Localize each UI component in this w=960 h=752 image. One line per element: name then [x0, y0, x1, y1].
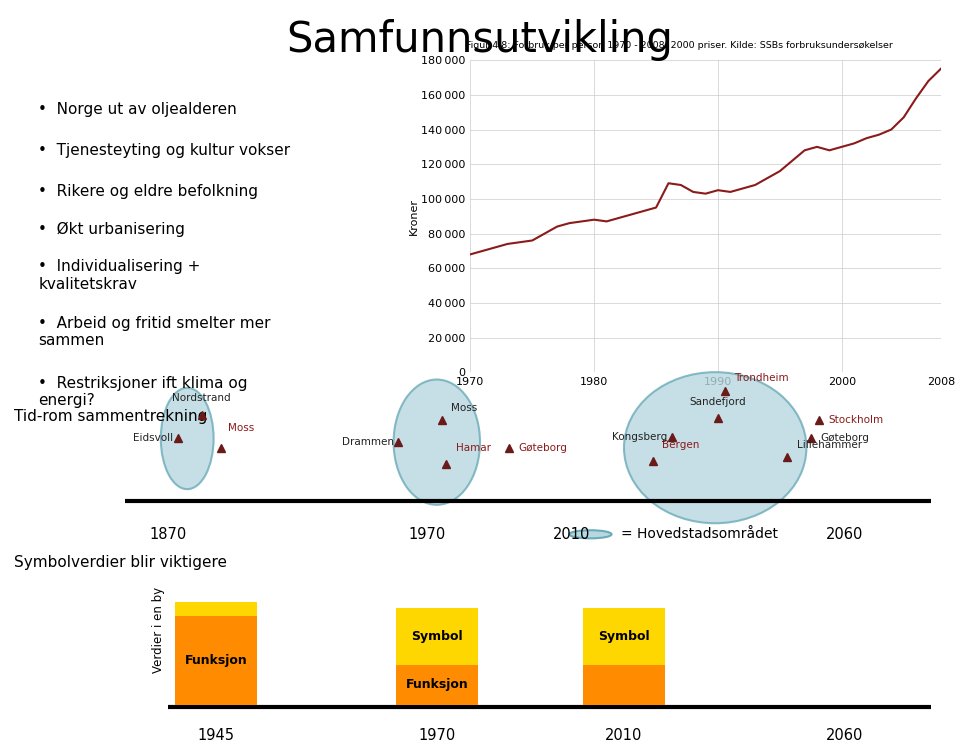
- Text: •  Rikere og eldre befolkning: • Rikere og eldre befolkning: [38, 184, 258, 199]
- Text: 2060: 2060: [827, 527, 863, 542]
- Text: Moss: Moss: [451, 403, 477, 413]
- Bar: [584, 608, 664, 665]
- Text: 1870: 1870: [150, 527, 186, 542]
- Bar: [584, 665, 664, 705]
- Text: Trondheim: Trondheim: [734, 373, 789, 384]
- Text: Symbol: Symbol: [411, 629, 463, 643]
- Text: Lillehammer: Lillehammer: [797, 440, 862, 450]
- Text: 2010: 2010: [606, 728, 642, 743]
- Text: Kongsberg: Kongsberg: [612, 432, 667, 441]
- Text: Nordstrand: Nordstrand: [172, 393, 231, 404]
- Text: •  Økt urbanisering: • Økt urbanisering: [38, 222, 185, 237]
- Bar: [396, 608, 478, 665]
- Text: Figur 4.8: Forbruk per person 1970 - 2008. 2000 priser. Kilde: SSBs forbruksunde: Figur 4.8: Forbruk per person 1970 - 200…: [466, 41, 893, 50]
- Y-axis label: Kroner: Kroner: [408, 198, 419, 235]
- Text: 1970: 1970: [419, 728, 455, 743]
- Text: 1945: 1945: [198, 728, 234, 743]
- Text: Symbolverdier blir viktigere: Symbolverdier blir viktigere: [14, 555, 228, 570]
- Text: Symbol: Symbol: [598, 629, 650, 643]
- Text: Eidsvoll: Eidsvoll: [132, 433, 173, 444]
- Text: Gøteborg: Gøteborg: [518, 443, 567, 453]
- Text: Tid-rom sammentrekning: Tid-rom sammentrekning: [14, 409, 207, 424]
- Text: Sandefjord: Sandefjord: [690, 397, 746, 407]
- Ellipse shape: [624, 372, 806, 523]
- Text: Gøteborg: Gøteborg: [821, 433, 870, 444]
- Bar: [396, 665, 478, 705]
- Text: Drammen: Drammen: [342, 437, 394, 447]
- Text: Funksjon: Funksjon: [184, 654, 248, 667]
- Text: 2010: 2010: [553, 527, 589, 542]
- Text: •  Arbeid og fritid smelter mer
sammen: • Arbeid og fritid smelter mer sammen: [38, 316, 271, 348]
- Text: Stockholm: Stockholm: [828, 415, 883, 425]
- Text: Funksjon: Funksjon: [405, 678, 468, 692]
- Bar: [175, 616, 257, 705]
- Bar: [175, 602, 257, 616]
- Text: •  Individualisering +
kvalitetskrav: • Individualisering + kvalitetskrav: [38, 259, 201, 292]
- Text: •  Tjenesteyting og kultur vokser: • Tjenesteyting og kultur vokser: [38, 143, 291, 158]
- Text: 2060: 2060: [827, 728, 863, 743]
- Text: = Hovedstadsområdet: = Hovedstadsområdet: [621, 527, 779, 541]
- Text: •  Restriksjoner ift klima og
energi?: • Restriksjoner ift klima og energi?: [38, 376, 248, 408]
- Text: Bergen: Bergen: [662, 440, 700, 450]
- Text: Samfunnsutvikling: Samfunnsutvikling: [287, 19, 673, 61]
- Circle shape: [569, 530, 612, 538]
- Text: 1970: 1970: [409, 527, 445, 542]
- Text: Verdier i en by: Verdier i en by: [152, 587, 165, 673]
- Text: Moss: Moss: [228, 423, 254, 433]
- Ellipse shape: [161, 388, 214, 489]
- Ellipse shape: [394, 380, 480, 505]
- Text: Hamar: Hamar: [456, 443, 491, 453]
- Text: •  Norge ut av oljealderen: • Norge ut av oljealderen: [38, 102, 237, 117]
